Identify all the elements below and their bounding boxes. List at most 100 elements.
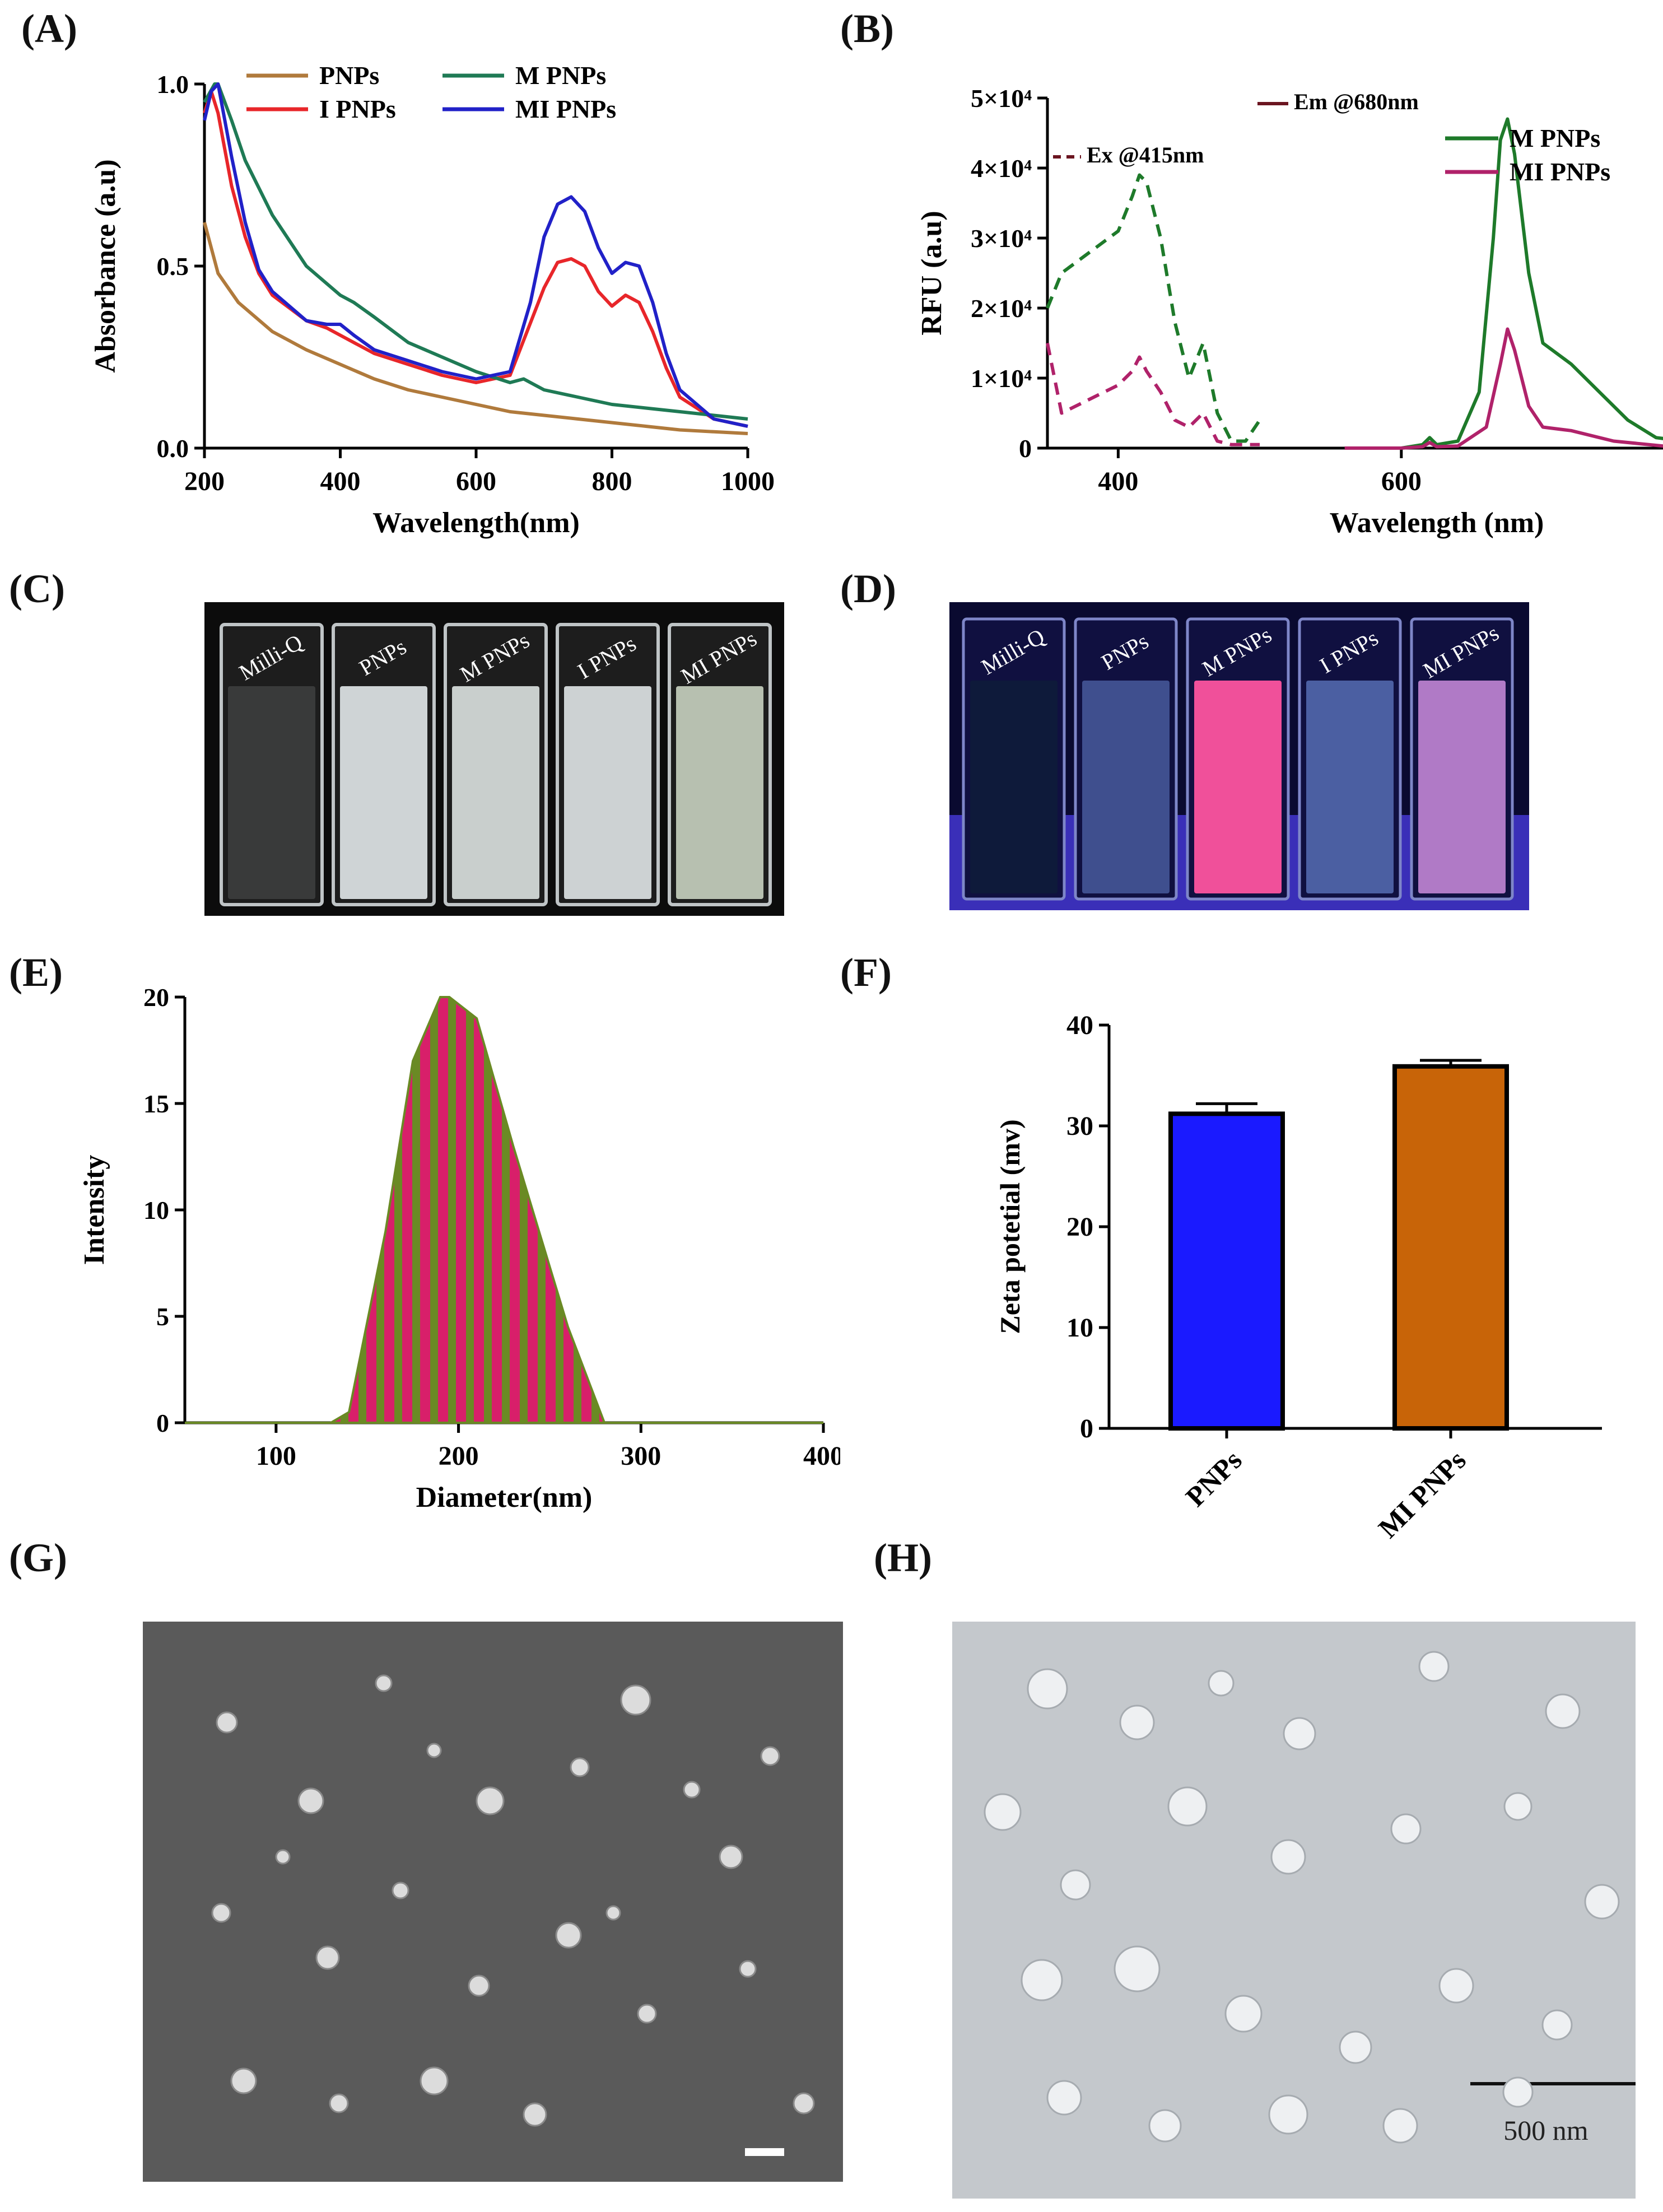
series-line-i-pnps bbox=[203, 90, 748, 428]
nanoparticle bbox=[476, 1786, 505, 1815]
nanoparticle bbox=[1503, 1792, 1532, 1821]
nanoparticle bbox=[1438, 1968, 1474, 2004]
panel-label-f: (F) bbox=[840, 950, 892, 995]
y-tick-label: 5×10⁴ bbox=[971, 84, 1032, 113]
y-tick-label: 15 bbox=[143, 1089, 169, 1118]
nanoparticle bbox=[1270, 1839, 1306, 1875]
panel-label-a: (A) bbox=[21, 6, 77, 51]
nanoparticle bbox=[555, 1922, 582, 1949]
fluorescence-chart: 40060080001×10⁴2×10⁴3×10⁴4×10⁴5×10⁴Wavel… bbox=[916, 84, 1663, 539]
size-distribution-area bbox=[185, 996, 823, 1424]
x-axis-title: Wavelength(nm) bbox=[372, 507, 580, 539]
nanoparticle bbox=[719, 1845, 743, 1869]
series-line-mi-pnps-ex bbox=[1046, 342, 1260, 446]
y-axis-title: Absorbance (a.u) bbox=[90, 159, 122, 372]
series-line-pnps bbox=[203, 222, 748, 435]
nanoparticle bbox=[1027, 1668, 1068, 1710]
x-tick-label: 600 bbox=[456, 467, 496, 496]
nanoparticle bbox=[793, 2092, 815, 2115]
panel-label-d: (D) bbox=[840, 566, 896, 611]
panel-label-b: (B) bbox=[840, 6, 894, 51]
cuvette-liquid bbox=[1082, 681, 1170, 893]
series-line-m-pnps bbox=[203, 82, 748, 421]
nanoparticle bbox=[375, 1674, 393, 1692]
series-line-mi-pnps-em bbox=[1344, 327, 1663, 450]
nanoparticle bbox=[1390, 1813, 1422, 1845]
cuvette-liquid bbox=[452, 686, 539, 899]
y-tick-label: 0 bbox=[1019, 434, 1032, 463]
y-tick-label: 10 bbox=[143, 1196, 169, 1224]
x-tick-label: 400 bbox=[320, 467, 361, 496]
nanoparticle bbox=[1148, 2109, 1182, 2143]
nanoparticle bbox=[230, 2067, 257, 2094]
legend-label: M PNPs bbox=[515, 61, 606, 90]
legend-label: I PNPs bbox=[319, 95, 396, 123]
nanoparticle bbox=[1046, 2080, 1082, 2116]
nanoparticle bbox=[392, 1882, 409, 1899]
nanoparticle bbox=[570, 1757, 590, 1777]
y-tick-label: 2×10⁴ bbox=[971, 294, 1032, 323]
nanoparticle bbox=[1339, 2031, 1372, 2064]
cuvette bbox=[220, 623, 324, 906]
nanoparticle bbox=[1119, 1705, 1155, 1740]
panel-label-g: (G) bbox=[9, 1535, 67, 1580]
y-tick-label: 1.0 bbox=[157, 70, 189, 99]
x-tick-label: 200 bbox=[439, 1441, 479, 1471]
y-axis-title: Intensity bbox=[78, 1155, 110, 1265]
nanoparticle bbox=[1060, 1869, 1091, 1901]
x-tick-label: 1000 bbox=[721, 467, 775, 496]
nanoparticle bbox=[523, 2102, 547, 2127]
nanoparticle bbox=[1208, 1670, 1235, 1697]
nanoparticle bbox=[1283, 1717, 1316, 1750]
nanoparticle bbox=[620, 1684, 651, 1716]
nanoparticle bbox=[1021, 1959, 1063, 2001]
tem-image: 500 nm bbox=[952, 1622, 1636, 2199]
cuvette-liquid bbox=[970, 681, 1058, 893]
nanoparticle bbox=[760, 1746, 780, 1766]
cuvette-liquid bbox=[228, 686, 315, 899]
legend-label: MI PNPs bbox=[1510, 157, 1610, 186]
absorbance-chart: 200 400 600 800 1000 0.0 0.5 1.0 Wavelength(nm) A… bbox=[90, 61, 775, 539]
dls-size-chart: 100 200 300 400 0 5 10 15 20 Diameter(nm) Intensit… bbox=[78, 983, 840, 1514]
legend-label: M PNPs bbox=[1510, 124, 1600, 152]
bar-mi-pnps bbox=[1392, 1064, 1509, 1431]
nanoparticle bbox=[297, 1787, 324, 1814]
y-tick-label: 4×10⁴ bbox=[971, 154, 1032, 183]
excitation-annotation: Ex @415nm bbox=[1087, 142, 1204, 167]
panel-label-e: (E) bbox=[9, 950, 63, 995]
cuvette-liquid bbox=[1194, 681, 1282, 893]
x-axis-title: Wavelength (nm) bbox=[1330, 507, 1544, 539]
x-tick-label: 200 bbox=[184, 467, 225, 496]
nanoparticle bbox=[1114, 1945, 1161, 1992]
nanoparticle bbox=[426, 1743, 442, 1758]
nanoparticle bbox=[1382, 2108, 1418, 2144]
nanoparticle bbox=[1418, 1651, 1450, 1682]
y-tick-label: 5 bbox=[156, 1302, 169, 1331]
y-tick-label: 10 bbox=[1066, 1313, 1093, 1343]
nanoparticle bbox=[211, 1903, 231, 1923]
cuvette-photo-uv: Milli-Q PNPs M PNPs I PNPs MI PNPs bbox=[949, 602, 1529, 910]
nanoparticle bbox=[329, 2093, 349, 2113]
y-tick-label: 0.5 bbox=[157, 252, 189, 281]
zeta-potential-chart: 0 10 20 30 40 Zeta potetial (mv) PNPs MI PNPs bbox=[994, 1010, 1602, 1540]
y-axis-title: RFU (a.u) bbox=[916, 211, 948, 335]
y-tick-label: 0 bbox=[1080, 1414, 1093, 1443]
cuvette-liquid bbox=[1306, 681, 1394, 893]
nanoparticle bbox=[1541, 2009, 1573, 2041]
nanoparticle bbox=[683, 1781, 701, 1799]
series-line-mi-pnps bbox=[203, 82, 748, 428]
cuvette-liquid bbox=[1418, 681, 1506, 893]
x-axis-title: Diameter(nm) bbox=[416, 1482, 593, 1514]
y-tick-label: 3×10⁴ bbox=[971, 224, 1032, 253]
y-tick-label: 20 bbox=[1066, 1212, 1093, 1242]
nanoparticle bbox=[1502, 2076, 1534, 2108]
y-tick-label: 0 bbox=[156, 1409, 169, 1437]
nanoparticle bbox=[468, 1974, 490, 1997]
cuvette-liquid bbox=[340, 686, 427, 899]
scale-bar-label: 500 nm bbox=[1503, 2115, 1589, 2146]
legend-label: PNPs bbox=[319, 61, 379, 90]
nanoparticle bbox=[984, 1793, 1022, 1831]
x-tick-label: MI PNPs bbox=[1372, 1444, 1472, 1540]
x-tick-label: 600 bbox=[1381, 467, 1422, 496]
nanoparticle bbox=[315, 1945, 340, 1970]
